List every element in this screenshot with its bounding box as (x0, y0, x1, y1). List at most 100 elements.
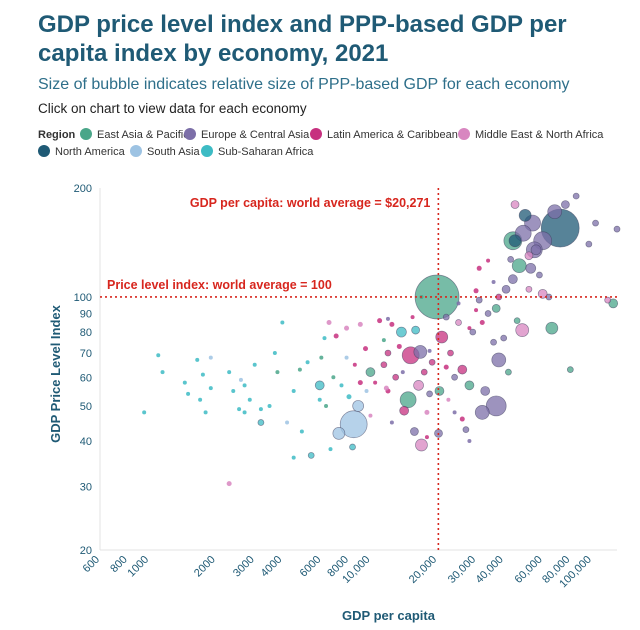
data-point[interactable] (467, 439, 472, 444)
data-point[interactable] (389, 420, 394, 425)
data-point[interactable] (357, 321, 363, 327)
data-point[interactable] (328, 447, 333, 452)
data-point[interactable] (381, 338, 386, 343)
data-point[interactable] (257, 419, 265, 426)
data-point[interactable] (344, 355, 349, 360)
data-point[interactable] (242, 410, 247, 415)
data-point[interactable] (357, 380, 363, 386)
data-point[interactable] (280, 320, 285, 325)
data-point[interactable] (585, 240, 593, 248)
data-point[interactable] (326, 320, 332, 326)
data-point[interactable] (484, 310, 492, 317)
data-point[interactable] (182, 380, 187, 385)
data-point[interactable] (442, 313, 450, 321)
legend-item-south-asia[interactable]: South Asia (130, 145, 200, 158)
data-point[interactable] (530, 244, 542, 256)
data-point[interactable] (368, 413, 373, 418)
legend-item-latin-america-caribbean[interactable]: Latin America & Caribbean (310, 128, 458, 141)
data-point[interactable] (452, 410, 457, 415)
data-point[interactable] (383, 385, 389, 391)
data-point[interactable] (507, 256, 515, 263)
data-point[interactable] (389, 321, 395, 327)
data-point[interactable] (307, 452, 315, 459)
data-point[interactable] (457, 364, 468, 375)
data-point[interactable] (415, 438, 428, 452)
data-point[interactable] (226, 481, 232, 487)
data-point[interactable] (485, 395, 507, 417)
data-point[interactable] (510, 200, 520, 209)
data-point[interactable] (474, 405, 490, 420)
data-point[interactable] (604, 296, 612, 304)
data-point[interactable] (434, 386, 445, 396)
data-point[interactable] (446, 397, 451, 402)
data-point[interactable] (536, 271, 543, 279)
data-point[interactable] (332, 427, 346, 440)
data-point[interactable] (424, 409, 430, 415)
data-point[interactable] (505, 368, 512, 376)
data-point[interactable] (156, 353, 161, 358)
data-point[interactable] (272, 351, 277, 356)
data-point[interactable] (464, 380, 475, 391)
data-point[interactable] (486, 258, 491, 263)
data-point[interactable] (314, 380, 325, 391)
data-point[interactable] (566, 366, 574, 373)
data-point[interactable] (291, 388, 296, 393)
data-point[interactable] (447, 349, 454, 357)
data-point[interactable] (142, 410, 147, 415)
data-point[interactable] (344, 325, 350, 331)
data-point[interactable] (198, 397, 203, 402)
data-point[interactable] (435, 330, 449, 344)
data-point[interactable] (299, 429, 304, 434)
data-point[interactable] (545, 321, 559, 335)
data-point[interactable] (195, 357, 200, 362)
data-point[interactable] (186, 391, 191, 396)
data-point[interactable] (333, 333, 339, 339)
data-point[interactable] (396, 326, 407, 338)
data-point[interactable] (349, 443, 356, 451)
data-point[interactable] (513, 317, 521, 325)
data-point[interactable] (426, 390, 433, 398)
legend-item-north-america[interactable]: North America (38, 145, 125, 158)
data-point[interactable] (474, 308, 479, 313)
data-point[interactable] (608, 298, 619, 309)
data-point[interactable] (238, 377, 243, 382)
data-point[interactable] (451, 373, 458, 381)
data-point[interactable] (411, 325, 420, 335)
data-point[interactable] (501, 284, 511, 294)
data-point[interactable] (331, 375, 336, 380)
data-point[interactable] (491, 279, 496, 284)
data-point[interactable] (252, 362, 257, 367)
data-point[interactable] (377, 318, 383, 324)
data-point[interactable] (518, 209, 532, 222)
data-point[interactable] (363, 346, 369, 352)
data-point[interactable] (275, 370, 280, 375)
data-point[interactable] (339, 383, 344, 388)
data-point[interactable] (399, 405, 409, 416)
data-point[interactable] (267, 403, 272, 408)
data-point[interactable] (384, 349, 392, 357)
data-point[interactable] (203, 410, 208, 415)
data-point[interactable] (396, 343, 402, 349)
data-point[interactable] (385, 316, 390, 321)
data-point[interactable] (490, 338, 497, 346)
data-point[interactable] (160, 370, 165, 375)
data-point[interactable] (420, 368, 428, 376)
data-point[interactable] (427, 348, 432, 353)
data-point[interactable] (200, 372, 205, 377)
data-point[interactable] (525, 285, 533, 293)
legend-item-east-asia-pacific[interactable]: East Asia & Pacific (80, 128, 189, 141)
data-point[interactable] (455, 319, 462, 326)
data-point[interactable] (537, 289, 548, 299)
data-point[interactable] (285, 420, 290, 425)
data-point[interactable] (242, 383, 247, 388)
legend-item-middle-east-north-africa[interactable]: Middle East & North Africa (458, 128, 603, 141)
data-point[interactable] (231, 388, 236, 393)
data-point[interactable] (428, 358, 436, 366)
data-point[interactable] (413, 345, 428, 359)
data-point[interactable] (475, 296, 483, 304)
data-point[interactable] (410, 427, 419, 436)
data-point[interactable] (373, 380, 378, 385)
data-point[interactable] (500, 334, 508, 342)
data-point[interactable] (491, 352, 507, 368)
